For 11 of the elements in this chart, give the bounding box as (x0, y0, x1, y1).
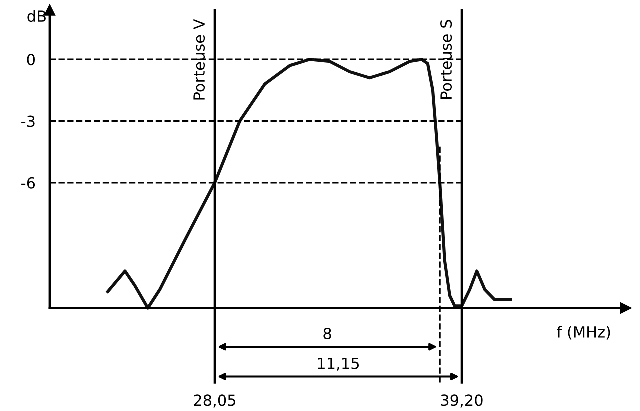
y-tick-label: -6 (22, 177, 36, 189)
x-tick-label: 28,05 (194, 394, 236, 408)
text: 11,15 (318, 358, 360, 371)
x-tick-label: 39,20 (441, 394, 483, 408)
ref-line-label: Porteuse V (194, 19, 206, 100)
y-tick-label: -3 (22, 116, 35, 128)
ref-line-label: Porteuse S (440, 20, 452, 99)
y-tick-label: 0 (27, 54, 36, 66)
y-axis-title: dB (28, 10, 46, 22)
text: 8 (324, 328, 332, 340)
x-axis-title: f (MHz) (557, 326, 610, 340)
